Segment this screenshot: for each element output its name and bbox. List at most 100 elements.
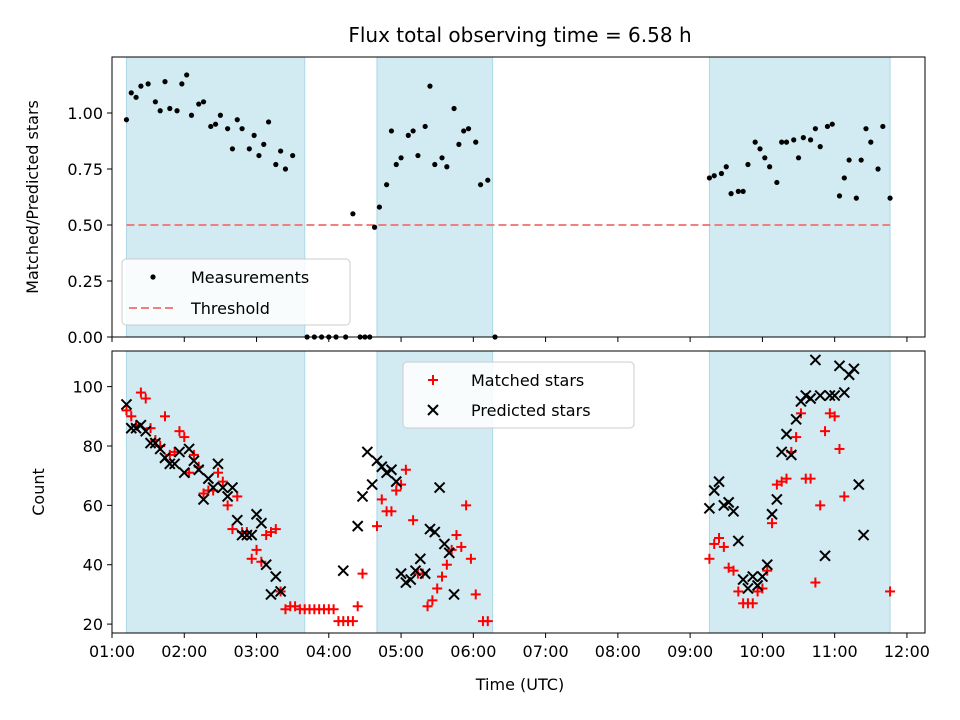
matched-star-point (386, 506, 397, 517)
predicted-star-point (429, 526, 441, 538)
matched-star-point (270, 524, 281, 535)
measurement-point (162, 79, 168, 85)
predicted-star-point (366, 478, 378, 491)
matched-star-point (767, 518, 778, 529)
matched-star-point (810, 577, 821, 588)
measurement-point (461, 128, 467, 134)
measurement-point (278, 148, 284, 154)
measurement-point (393, 161, 399, 168)
matched-star-point (820, 426, 831, 437)
predicted-star-point (217, 481, 229, 494)
bottom-x-tick-label: 02:00 (161, 642, 207, 661)
measurement-point (791, 137, 797, 143)
predicted-star-point (236, 529, 248, 541)
measurement-point (706, 175, 713, 181)
matched-star-point (461, 500, 472, 511)
observing-window-band (708, 56, 891, 338)
predicted-star-point (785, 449, 798, 461)
bottom-y-axis-label: Count (29, 468, 48, 516)
bottom-x-tick-label: 10:00 (739, 642, 785, 661)
measurement-point (451, 105, 457, 112)
measurement-point (752, 139, 758, 145)
measurement-point (783, 139, 790, 145)
measurement-point (767, 164, 773, 170)
measurement-point (128, 90, 134, 96)
measurement-point (807, 137, 814, 143)
measurement-point (728, 191, 734, 197)
predicted-star-point (848, 363, 860, 375)
measurement-point (282, 166, 289, 172)
bottom-y-tick-label: 100 (72, 378, 103, 397)
matched-star-point (427, 595, 438, 606)
top-axes-frame (111, 56, 926, 338)
bottom-x-tick-label: 05:00 (378, 642, 424, 661)
matched-star-point (408, 515, 419, 526)
matched-star-point (328, 604, 339, 615)
matched-star-point (757, 583, 768, 594)
predicted-star-point (270, 570, 282, 583)
predicted-star-point (771, 493, 783, 506)
measurement-point (858, 157, 864, 163)
observing-window-band (376, 56, 494, 338)
top-y-tick-label: 0.25 (67, 272, 103, 291)
predicted-star-point (385, 464, 398, 476)
bottom-y-tick-label: 20 (83, 615, 103, 634)
bottom-y-tick-label: 80 (83, 437, 103, 456)
matched-star-point (121, 405, 132, 416)
predicted-star-point (183, 443, 195, 455)
measurement-point (410, 128, 416, 134)
top-legend: Measurements Threshold (121, 258, 351, 326)
predicted-star-point (727, 505, 740, 518)
predicted-star-point (819, 550, 831, 562)
predicted-star-point (361, 446, 374, 458)
top-y-tick-label: 0.75 (67, 160, 103, 179)
matched-star-point (184, 467, 195, 478)
measurement-point (762, 155, 768, 161)
predicted-star-point (193, 464, 205, 476)
measurement-point (239, 126, 245, 132)
measurement-point (256, 152, 262, 159)
bottom-x-tick-label: 04:00 (306, 642, 352, 661)
matched-star-point (376, 494, 387, 505)
predicted-star-point (766, 508, 778, 520)
measurement-point (829, 121, 835, 127)
predicted-star-point (756, 570, 769, 583)
matched-star-point (188, 449, 199, 460)
bottom-x-tick-label: 01:00 (89, 642, 135, 661)
matched-star-point (422, 601, 433, 612)
predicted-star-point (857, 529, 870, 541)
predicted-star-point (433, 481, 446, 494)
observing-window-band (125, 350, 306, 634)
chart-title: Flux total observing time = 6.58 h (348, 23, 691, 47)
measurement-point (398, 155, 404, 161)
measurement-point (388, 128, 395, 134)
predicted-star-point (828, 389, 841, 402)
bottom-x-tick-label: 07:00 (523, 642, 569, 661)
measurement-point (711, 173, 717, 179)
matched-star-point (140, 393, 151, 404)
predicted-star-point (265, 588, 277, 601)
measurement-point (246, 146, 252, 152)
matched-star-point (465, 553, 476, 564)
measurement-point (718, 170, 725, 177)
matched-star-point (437, 571, 448, 582)
predicted-star-point (409, 564, 422, 577)
top-y-axis-label: Matched/Predicted stars (23, 100, 42, 294)
measurement-point (745, 161, 751, 168)
bottom-x-tick-label: 08:00 (595, 642, 641, 661)
matched-star-point (470, 589, 481, 600)
bottom-panel: 20 40 60 80 100 01:00 02:00 03:00 04:00 05:00 06:… (29, 350, 930, 694)
bottom-x-tick-label: 12:00 (884, 642, 930, 661)
predicted-star-point (140, 425, 152, 437)
matched-star-point (357, 568, 368, 579)
predicted-star-point (221, 490, 234, 503)
bottom-legend-box (402, 361, 635, 429)
measurement-point (290, 152, 296, 159)
measurement-point (251, 132, 257, 138)
measurement-point (174, 108, 180, 114)
measurement-point (157, 108, 163, 114)
top-panel: 0.00 0.25 0.50 0.75 1.00 Matched/Predicted s… (23, 56, 926, 347)
legend-measurements-marker (150, 274, 156, 280)
predicted-star-point (809, 354, 822, 366)
matched-star-point (704, 553, 715, 564)
